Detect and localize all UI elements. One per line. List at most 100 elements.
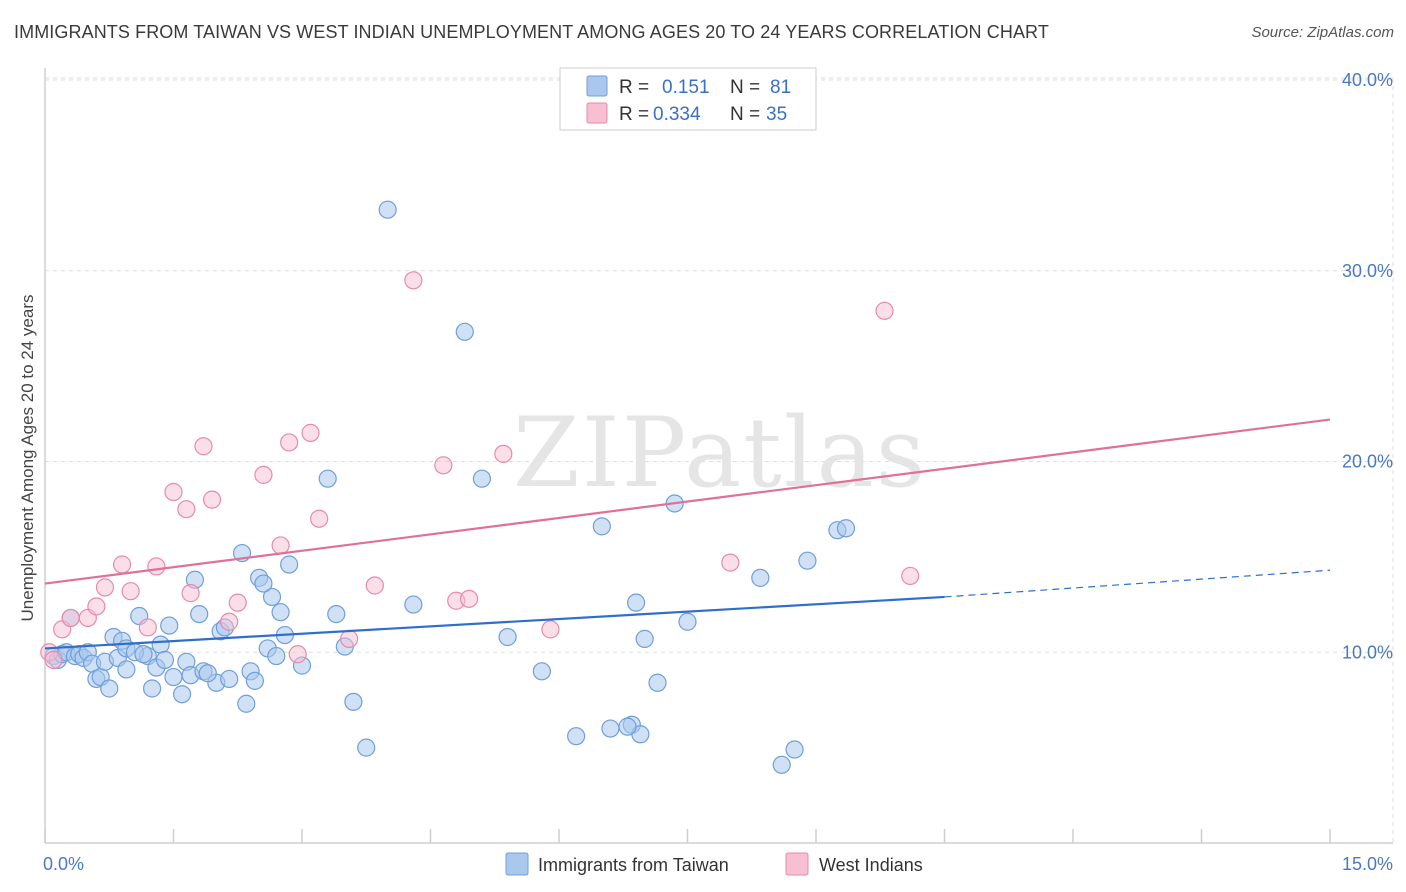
data-point-westindian (459, 589, 479, 608)
data-point-taiwan (172, 685, 192, 704)
data-point-westindian (220, 612, 239, 631)
data-point-westindian (404, 271, 423, 290)
data-point-taiwan (280, 555, 299, 574)
data-point-taiwan (164, 667, 183, 687)
bottom-legend-swatch-westindian (785, 852, 809, 876)
y-tick-labels: 10.0% 20.0% 30.0% 40.0% (1342, 70, 1393, 662)
data-point-westindian (901, 566, 920, 586)
data-point-westindian (112, 555, 132, 574)
data-point-westindian (721, 553, 740, 572)
data-point-taiwan (455, 322, 474, 341)
data-point-westindian (181, 584, 200, 603)
data-point-taiwan (117, 660, 136, 679)
data-point-taiwan (100, 679, 119, 698)
data-point-westindian (340, 629, 359, 648)
data-point-taiwan (254, 574, 273, 593)
data-point-taiwan (785, 740, 804, 759)
data-point-taiwan (836, 519, 856, 538)
data-point-taiwan (151, 635, 170, 654)
data-point-westindian (95, 578, 115, 597)
data-point-westindian (301, 423, 320, 442)
trend-line-taiwan-extension (944, 569, 1331, 598)
data-point-westindian (202, 490, 222, 509)
data-point-taiwan (404, 595, 423, 614)
data-point-taiwan (498, 627, 517, 647)
data-point-westindian (147, 557, 166, 576)
data-point-westindian (61, 608, 80, 628)
data-point-taiwan (344, 692, 363, 711)
data-point-taiwan (318, 469, 337, 488)
chart-title: IMMIGRANTS FROM TAIWAN VS WEST INDIAN UN… (14, 22, 1049, 42)
data-point-westindian (310, 509, 329, 528)
legend-swatch-westindian (586, 102, 608, 124)
data-point-taiwan (245, 671, 264, 690)
data-point-westindian (288, 645, 307, 664)
data-point-westindian (254, 465, 273, 484)
data-point-westindian (194, 437, 213, 456)
trend-line-westindian (44, 418, 1331, 585)
data-point-westindian (121, 582, 140, 601)
legend-n-value-westindian: 35 (766, 104, 787, 125)
bottom-legend-swatch-taiwan (505, 852, 529, 876)
data-point-westindian (138, 618, 157, 637)
bottom-legend-label-westindian: West Indians (819, 855, 923, 875)
legend-r-value-taiwan: 0.151 (662, 77, 710, 98)
data-point-taiwan (626, 593, 646, 612)
data-point-taiwan (567, 727, 586, 746)
source-label: Source: ZipAtlas.com (1251, 24, 1394, 41)
data-point-taiwan (155, 650, 175, 669)
data-point-westindian (228, 593, 247, 612)
data-point-taiwan (271, 603, 290, 622)
legend-r-value-westindian: 0.334 (653, 104, 701, 125)
y-tick-label: 40.0% (1342, 70, 1393, 90)
legend-n-label-taiwan: N = (730, 77, 760, 98)
data-point-taiwan (134, 645, 153, 664)
data-point-taiwan (267, 646, 286, 666)
series-westindian-points (40, 271, 920, 669)
data-point-westindian (164, 482, 183, 502)
data-point-westindian (87, 597, 106, 616)
data-point-taiwan (678, 612, 697, 631)
data-point-taiwan (648, 673, 667, 692)
data-point-westindian (494, 444, 513, 463)
axes (44, 68, 1393, 844)
data-point-taiwan (160, 616, 179, 635)
data-point-taiwan (198, 664, 217, 683)
x-tick-labels: 0.0% 15.0% (43, 854, 1393, 874)
data-point-westindian (280, 433, 299, 452)
trend-lines (44, 418, 1331, 650)
data-point-westindian (271, 536, 290, 555)
data-point-taiwan (142, 679, 162, 698)
data-point-westindian (434, 456, 453, 475)
data-point-taiwan (220, 669, 239, 689)
legend-swatch-taiwan (586, 75, 608, 97)
bottom-legend: Immigrants from Taiwan West Indians (505, 852, 923, 876)
y-axis-title: Unemployment Among Ages 20 to 24 years (18, 295, 37, 622)
data-point-taiwan (378, 200, 397, 219)
legend-r-label-taiwan: R = (619, 77, 649, 98)
y-tick-label: 10.0% (1342, 642, 1393, 662)
data-point-taiwan (532, 662, 551, 681)
bottom-legend-label-taiwan: Immigrants from Taiwan (538, 855, 729, 875)
y-tick-label: 20.0% (1342, 452, 1393, 472)
trend-line-taiwan (44, 595, 945, 650)
data-point-taiwan (772, 755, 791, 774)
data-point-taiwan (190, 604, 209, 624)
legend-n-value-taiwan: 81 (770, 77, 791, 98)
data-point-westindian (541, 620, 560, 639)
top-legend: R = 0.151 N = 81 R = 0.334 N = 35 (559, 67, 817, 131)
data-point-taiwan (472, 469, 491, 488)
legend-n-label-westindian: N = (730, 104, 760, 125)
x-tick-label: 15.0% (1342, 854, 1393, 874)
data-point-westindian (365, 576, 384, 595)
data-point-taiwan (601, 719, 620, 738)
data-point-taiwan (751, 568, 770, 587)
legend-r-label-westindian: R = (619, 104, 649, 125)
data-point-taiwan (798, 551, 817, 570)
data-point-taiwan (327, 604, 346, 624)
data-point-westindian (177, 500, 196, 519)
data-point-taiwan (618, 717, 637, 736)
data-point-taiwan (635, 629, 654, 648)
data-point-taiwan (237, 694, 256, 713)
